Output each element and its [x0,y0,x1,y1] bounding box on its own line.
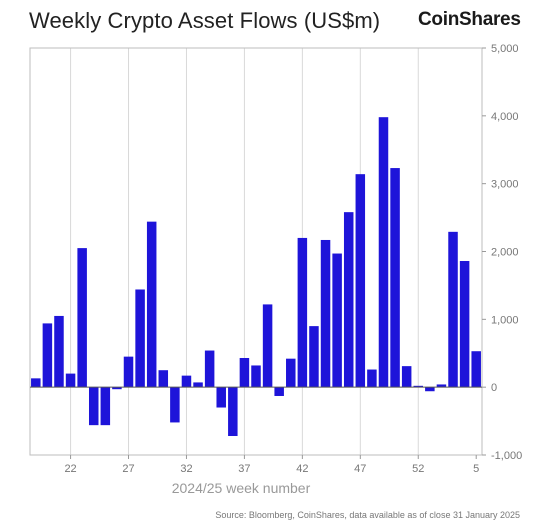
y-tick-label: 5,000 [491,43,519,55]
y-tick-label: 2,000 [491,247,519,259]
y-tick-label: 4,000 [491,111,519,123]
bar-week-23 [77,248,87,388]
bar-week-26 [112,387,122,390]
bar-week-47 [355,174,366,388]
bar-week-46 [343,212,354,388]
bar-week-4 [459,260,470,388]
x-axis-title: 2024/25 week number [171,480,311,496]
bar-week-22 [65,373,76,388]
bar-week-21 [54,315,64,388]
x-tick-label: 27 [122,463,134,475]
x-tick-labels: 22 27 32 37 42 47 52 5 [64,455,479,475]
bar-week-50 [390,168,400,388]
y-tick-label: -1,000 [491,450,522,462]
bar-week-39 [262,304,273,388]
coinshares-logo: CoinShares [418,9,521,30]
x-tick-label: 52 [412,463,424,475]
x-tick-label: 42 [296,463,308,475]
bar-week-34 [204,350,215,388]
bar-week-38 [251,365,261,388]
source-note: Source: Bloomberg, CoinShares, data avai… [215,510,520,520]
bar-week-33 [193,382,203,388]
bar-week-20 [42,323,53,388]
y-tick-label: 3,000 [491,179,519,191]
bar-week-36 [228,387,238,437]
bar-week-41 [286,358,296,388]
y-tick-label: 0 [491,382,497,394]
x-tick-label: 32 [180,463,192,475]
bar-week-5 [471,351,481,388]
bar-week-31 [170,387,180,423]
bar-series [31,117,481,437]
bar-week-30 [158,370,169,388]
chart-title: Weekly Crypto Asset Flows (US$m) [29,8,381,33]
bar-week-2 [436,384,447,388]
bar-week-32 [181,375,192,388]
bar-week-19 [31,378,41,388]
vertical-gridlines [70,48,419,455]
x-tick-label: 5 [473,463,479,475]
bar-week-51 [401,366,412,388]
y-tick-labels: -1,000 0 1,000 2,000 3,000 4,000 5,000 [482,43,522,462]
bar-week-27 [123,356,134,388]
x-tick-label: 37 [238,463,250,475]
bar-week-35 [216,387,226,408]
bar-week-44 [320,239,331,388]
bar-week-25 [100,387,111,426]
bar-week-52 [413,385,424,388]
y-tick-label: 1,000 [491,314,519,326]
bar-week-1 [425,387,435,392]
bar-week-42 [297,237,308,388]
bar-week-40 [274,387,284,396]
bar-week-28 [135,289,145,388]
bar-week-24 [88,387,99,426]
x-tick-label: 47 [354,463,366,475]
bar-week-3 [448,231,458,388]
bar-week-49 [378,117,389,388]
bar-week-48 [367,369,377,388]
bar-week-29 [146,221,157,388]
bar-week-45 [332,253,342,388]
x-tick-label: 22 [64,463,76,475]
bar-week-43 [309,326,319,388]
bar-week-37 [239,357,250,388]
